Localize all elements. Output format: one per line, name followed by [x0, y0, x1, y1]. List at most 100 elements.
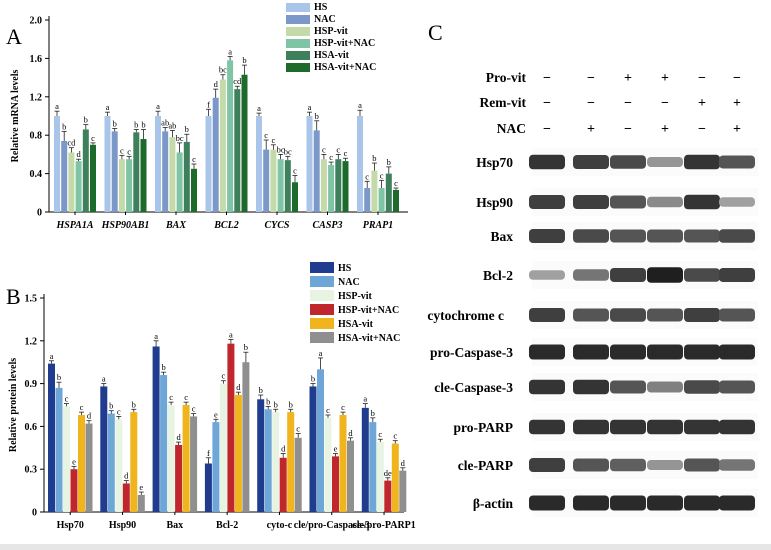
- bar: [313, 130, 320, 212]
- blot-band: [610, 380, 646, 394]
- significance-label: a: [154, 331, 158, 341]
- significance-label: b: [387, 157, 391, 167]
- significance-label: c: [341, 402, 345, 412]
- bar: [68, 152, 75, 212]
- condition-sign: +: [733, 122, 741, 137]
- significance-label: b: [185, 124, 189, 134]
- blot-band: [529, 229, 565, 243]
- bar: [140, 139, 147, 212]
- bar: [335, 159, 342, 212]
- bar: [61, 140, 68, 212]
- bar: [279, 457, 287, 512]
- bar: [107, 413, 115, 512]
- significance-label: b: [132, 399, 136, 409]
- condition-sign: +: [587, 122, 595, 137]
- legend-label: HS: [338, 263, 352, 274]
- bar: [347, 440, 354, 512]
- bar: [306, 116, 313, 212]
- x-tick-label: Bcl-2: [216, 520, 238, 531]
- significance-label: bc: [284, 146, 292, 156]
- significance-label: b: [113, 118, 117, 128]
- legend-swatch: [286, 39, 310, 48]
- significance-label: c: [380, 170, 384, 180]
- blot-band: [573, 379, 609, 395]
- condition-sign: −: [733, 71, 741, 86]
- x-tick-label: HSPA1A: [55, 220, 93, 231]
- y-axis-label: Relative mRNA levels: [10, 70, 21, 163]
- significance-label: d: [401, 458, 406, 468]
- blot-band: [684, 308, 720, 322]
- x-tick-label: PRAP1: [363, 220, 394, 231]
- significance-label: c: [169, 392, 173, 402]
- significance-label: b: [371, 408, 375, 418]
- significance-label: d: [176, 432, 181, 442]
- significance-label: c: [222, 371, 226, 381]
- bar: [342, 161, 349, 212]
- bar: [384, 480, 392, 512]
- bar: [82, 129, 89, 212]
- blot-band: [647, 229, 683, 243]
- y-tick-label: 0: [32, 508, 37, 519]
- band-label: Hsp90: [476, 195, 513, 210]
- bar: [234, 89, 241, 212]
- condition-label: NAC: [497, 121, 526, 136]
- bar: [63, 406, 70, 512]
- blot-band: [647, 267, 683, 283]
- significance-label: ab: [168, 120, 176, 130]
- blot-band: [573, 419, 609, 435]
- bar: [241, 74, 248, 212]
- bar: [122, 483, 130, 512]
- legend-swatch: [286, 3, 310, 12]
- panel-letter: A: [6, 24, 22, 49]
- significance-label: a: [363, 394, 367, 404]
- blot-band: [684, 268, 720, 282]
- blot-band: [610, 419, 646, 435]
- legend-label: HSP-vit+NAC: [314, 38, 375, 49]
- significance-label: b: [315, 111, 319, 121]
- band-label: cle-Caspase-3: [434, 380, 513, 395]
- bar: [292, 182, 298, 212]
- blot-band: [719, 155, 755, 169]
- bar: [317, 369, 324, 512]
- bar: [399, 470, 407, 512]
- significance-label: c: [336, 144, 340, 154]
- significance-label: a: [50, 351, 54, 361]
- bar: [155, 116, 161, 212]
- band-label: pro-Caspase-3: [430, 345, 513, 360]
- significance-label: c: [120, 145, 124, 155]
- blot-band: [573, 195, 609, 209]
- significance-label: e: [214, 409, 218, 419]
- significance-label: c: [65, 394, 69, 404]
- blot-band: [573, 229, 609, 243]
- significance-label: d: [76, 149, 81, 159]
- x-tick-label: CYCS: [264, 220, 289, 231]
- y-tick-label: 1.6: [30, 54, 43, 65]
- legend-swatch: [310, 276, 334, 287]
- bar: [152, 346, 160, 512]
- bar: [48, 363, 55, 512]
- chart-panel-B: B 0 0.3 0.6 0.9 1.2 1.5 Relative protein levels…: [6, 262, 416, 531]
- bar: [361, 407, 369, 512]
- bar: [369, 422, 377, 512]
- bar: [111, 131, 118, 212]
- blot-band: [529, 419, 565, 435]
- significance-label: c: [272, 135, 276, 145]
- blot-band: [684, 194, 720, 210]
- band-label: pro-PARP: [454, 420, 514, 435]
- blot-band: [610, 344, 646, 360]
- condition-sign: −: [698, 71, 706, 86]
- blot-band: [610, 495, 646, 511]
- significance-label: a: [228, 46, 232, 56]
- panel-letter: B: [6, 284, 21, 309]
- significance-label: b: [372, 153, 376, 163]
- bar: [118, 159, 125, 212]
- bottom-strip: [0, 544, 771, 550]
- bar: [212, 422, 220, 512]
- bar: [54, 116, 60, 212]
- bar: [100, 386, 108, 512]
- significance-label: e: [334, 444, 338, 454]
- significance-label: cd: [233, 76, 242, 86]
- significance-label: e: [139, 482, 143, 492]
- x-tick-label: Bax: [167, 520, 184, 531]
